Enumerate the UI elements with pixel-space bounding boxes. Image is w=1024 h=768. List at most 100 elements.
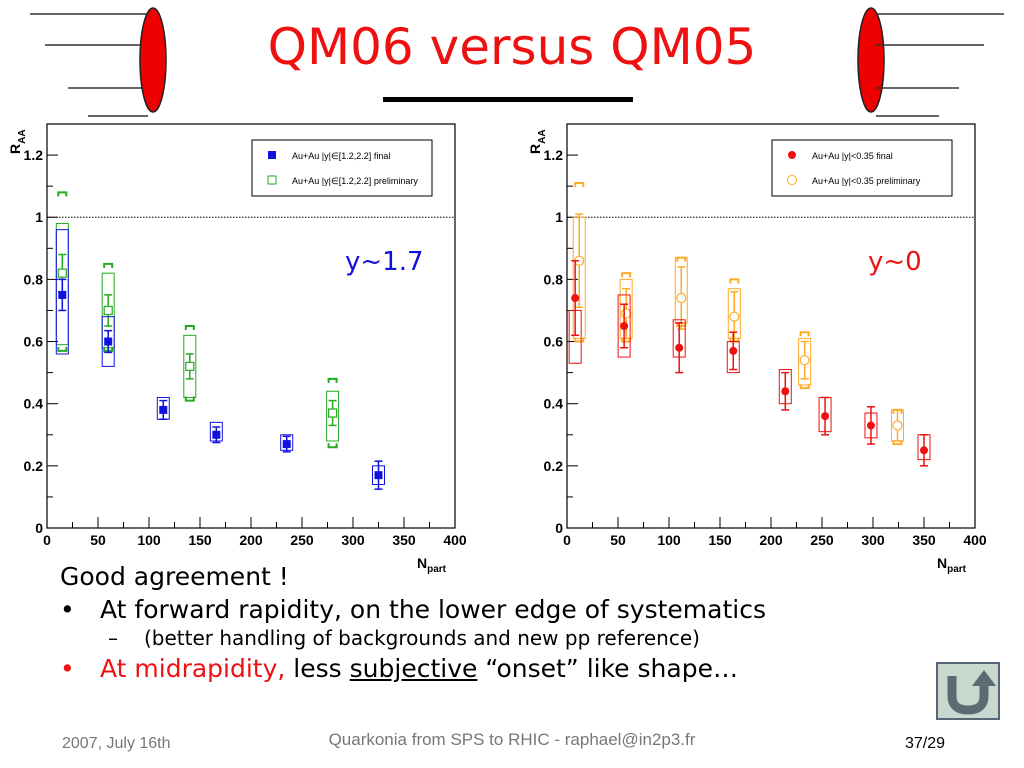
preliminary-data-point [103,305,113,316]
x-tick-label: 0 [563,532,571,548]
x-tick-label: 250 [290,532,314,548]
rapidity-annotation: y~0 [868,247,922,277]
y-tick-label: 0.8 [544,271,564,287]
bullet-dot: • [60,595,75,624]
x-tick-label: 0 [43,532,51,548]
chart-midrapidity: 0 50 100 150 200 250 300 350 400 0 0.2 0.4 0.6 0.8 1 1.… [527,123,987,575]
x-tick-label: 50 [90,532,106,548]
global-uncertainty-bracket-top [799,331,810,337]
y-axis-label-subscript: AA [17,129,28,143]
global-uncertainty-bracket-top [184,325,195,330]
legend-entry: Au+Au |y|∈[1.2,2.2] final [292,151,390,161]
bullet-dot-red: • [60,654,75,683]
y-tick-label: 1.2 [24,147,44,163]
page-number: 37/29 [905,735,946,752]
y-tick-label: 0.6 [544,334,564,350]
final-data-point [675,343,684,352]
final-data-point [781,387,790,396]
global-uncertainty-bracket-top [327,377,338,383]
global-uncertainty-bracket-bottom [574,337,585,343]
bullet-mid-text-b: “onset” like shape… [477,654,738,683]
global-uncertainty-bracket-top [729,278,740,284]
preliminary-data-point [57,268,67,278]
global-uncertainty-bracket-bottom [327,443,338,449]
preliminary-syst-box [798,337,812,386]
decor-right-graphic [857,7,1004,117]
x-tick-label: 200 [239,532,263,548]
final-data-point [920,446,928,455]
chart-forward-rapidity: 0 50 100 150 200 250 300 350 400 0 0.2 0.4 0.6 0.8 1 1.… [7,123,467,575]
decor-left-graphic [30,7,167,117]
y-tick-label: 1 [555,209,563,225]
x-axis-label-subscript: part [947,564,967,575]
global-uncertainty-bracket-bottom [892,440,903,446]
bullet-mid-red-text: At midrapidity, [100,654,286,683]
final-data-point [159,405,168,414]
u-turn-arrow-icon [947,670,996,715]
return-nav-button[interactable] [936,662,1000,720]
sub-bullet-dash: – [108,626,118,650]
global-uncertainty-bracket-bottom [799,384,810,390]
x-tick-label: 150 [708,532,732,548]
bullet-midrapidity: • At midrapidity, less subjective “onset”… [60,654,1000,683]
legend-box [251,139,433,197]
final-data-point [866,421,875,430]
final-data-point [282,440,291,449]
x-axis-label-subscript: part [427,564,447,575]
y-tick-label: 0.8 [24,271,44,287]
y-tick-label: 0.4 [544,396,564,412]
y-tick-label: 0.2 [544,458,564,474]
x-tick-label: 400 [443,532,467,548]
bullet-forward-text: At forward rapidity, on the lower edge o… [100,595,766,624]
footer-center-text: Quarkonia from SPS to RHIC - raphael@in2… [328,730,696,749]
x-tick-label: 250 [810,532,834,548]
preliminary-data-point [621,308,632,319]
legend-entry: Au+Au |y|<0.35 preliminary [812,176,921,186]
final-data-point [821,412,830,421]
preliminary-data-point [799,355,810,366]
final-data-point [620,322,629,330]
bullet-mid-text-a: less [285,654,350,683]
y-tick-label: 1 [35,209,43,225]
preliminary-syst-box [183,334,197,398]
x-tick-label: 100 [137,532,161,548]
preliminary-data-point [328,408,338,418]
rapidity-annotation: y~1.7 [345,247,424,277]
global-uncertainty-bracket-bottom [184,396,195,402]
x-tick-label: 50 [610,532,626,548]
y-tick-label: 0 [555,520,563,536]
y-tick-label: 0 [35,520,43,536]
x-tick-label: 400 [963,532,987,548]
x-tick-label: 200 [759,532,783,548]
final-data-point [58,290,67,299]
bullet-mid-underlined: subjective [349,654,478,683]
footer-date: 2007, July 16th [62,735,171,752]
x-tick-label: 100 [657,532,681,548]
final-syst-box [101,316,115,367]
legend-entry: Au+Au |y|∈[1.2,2.2] preliminary [292,176,418,186]
bullet-list: Good agreement ! • At forward rapidity, o… [60,562,1000,683]
x-tick-label: 150 [188,532,212,548]
y-tick-label: 0.4 [24,396,44,412]
bullet-forward: • At forward rapidity, on the lower edge … [60,595,1000,624]
global-uncertainty-bracket-top [103,262,114,268]
global-uncertainty-bracket-top [676,256,687,262]
global-uncertainty-bracket-bottom [57,346,68,352]
legend-marker [787,175,797,185]
x-tick-label: 350 [392,532,416,548]
global-uncertainty-bracket-top [57,191,68,197]
final-syst-box [617,294,631,358]
final-data-point [212,430,221,439]
slide-title: QM06 versus QM05 [267,18,757,76]
x-tick-label: 300 [341,532,365,548]
legend-marker [268,151,276,159]
final-data-point [571,294,580,303]
legend-marker [788,151,796,159]
global-uncertainty-bracket-top [574,182,585,188]
x-tick-label: 350 [912,532,936,548]
sub-bullet: – (better handling of backgrounds and new… [108,626,1000,650]
preliminary-data-point [676,292,687,304]
y-tick-label: 0.2 [24,458,44,474]
preliminary-data-point [892,420,903,431]
title-underline [383,97,633,102]
